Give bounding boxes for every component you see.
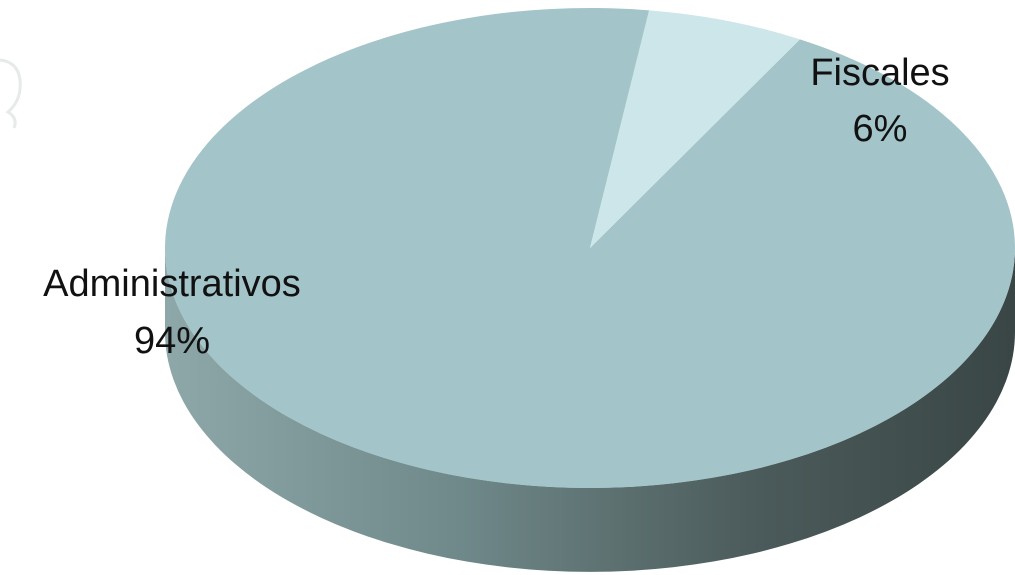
- label-administrativos-name: Administrativos: [43, 263, 301, 305]
- pie-side-wall: [165, 248, 1015, 572]
- decorative-mark: [0, 58, 22, 129]
- label-administrativos-value: 94%: [134, 320, 210, 362]
- slice-administrativos: [165, 8, 1015, 488]
- slice-fiscales: [590, 10, 800, 249]
- label-fiscales-name: Fiscales: [810, 52, 949, 94]
- label-fiscales-value: 6%: [853, 108, 908, 150]
